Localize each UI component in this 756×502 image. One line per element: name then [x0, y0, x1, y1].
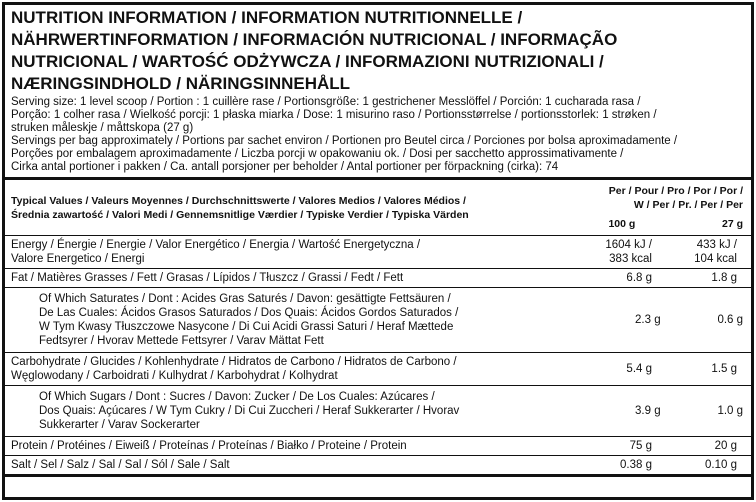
header-label-line: Typical Values / Valeurs Moyennes / Durc… — [11, 194, 466, 207]
value-serving: 433 kJ / 104 kcal — [652, 236, 745, 268]
title-line: NUTRICIONAL / WARTOŚĆ ODŻYWCZA / INFORMA… — [11, 52, 604, 71]
value-line: 2.3 g — [635, 314, 661, 326]
title-line: NUTRITION INFORMATION / INFORMATION NUTR… — [11, 8, 523, 27]
label-line: De Las Cuales: Ácidos Grasos Saturados /… — [39, 307, 459, 319]
header-cols: 100 g 27 g — [570, 212, 743, 233]
label-line: Of Which Sugars / Dont : Sucres / Davon:… — [39, 391, 435, 403]
value-serving: 1.5 g — [652, 353, 745, 385]
per-line: Per / Pour / Pro / Por / Por / — [608, 185, 743, 197]
value-line: 6.8 g — [626, 272, 652, 284]
header-per: Per / Pour / Pro / Por / Por / W / Per / … — [570, 180, 751, 235]
nutrient-row: Of Which Sugars / Dont : Sucres / Davon:… — [5, 385, 751, 436]
value-line: 0.38 g — [620, 459, 652, 471]
value-100g: 6.8 g — [572, 269, 652, 287]
value-serving: 20 g — [652, 437, 745, 455]
nutrient-row: Energy / Énergie / Energie / Valor Energ… — [5, 236, 751, 268]
value-line: 0.6 g — [717, 314, 744, 326]
header-label: Typical Values / Valeurs Moyennes / Durc… — [5, 180, 570, 235]
col-header: 100 g — [608, 218, 636, 230]
col-header: 27 g — [721, 218, 743, 230]
value-line: 104 kcal — [694, 253, 737, 265]
serving-line: Porção: 1 colher rasa / Wielkość porcji:… — [11, 109, 657, 121]
value-line: 75 g — [629, 440, 652, 452]
value-line: 383 kcal — [609, 253, 652, 265]
label-line: Salt / Sel / Salz / Sal / Sal / Sól / Sa… — [11, 459, 230, 471]
value-line: 0.10 g — [705, 459, 737, 471]
header-row: Typical Values / Valeurs Moyennes / Durc… — [5, 180, 751, 236]
label-line: Sukkerarter / Varav Sockerarter — [39, 419, 200, 431]
per-line: W / Per / Pr. / Per / Per — [633, 199, 743, 211]
nutrient-label: Of Which Saturates / Dont : Acides Gras … — [5, 288, 583, 352]
label-line: Fedtsyrer / Hvorav Mettede Fettsyrer / V… — [39, 335, 324, 347]
value-100g: 3.9 g — [583, 386, 661, 436]
nutrient-label: Of Which Sugars / Dont : Sucres / Davon:… — [5, 386, 583, 436]
nutrient-label: Carbohydrate / Glucides / Kohlenhydrate … — [5, 353, 572, 385]
serving-line: Serving size: 1 level scoop / Portion : … — [11, 96, 641, 108]
nutrient-label: Salt / Sel / Salz / Sal / Sal / Sól / Sa… — [5, 456, 572, 474]
nutrient-label: Protein / Protéines / Eiweiß / Proteínas… — [5, 437, 572, 455]
value-100g: 75 g — [572, 437, 652, 455]
header-label-line: Średnia zawartość / Valori Medi / Gennem… — [11, 208, 469, 221]
nutrient-label: Energy / Énergie / Energie / Valor Energ… — [5, 236, 572, 268]
value-line: 5.4 g — [626, 363, 652, 375]
value-serving: 0.10 g — [652, 456, 745, 474]
value-line: 1604 kJ / — [605, 239, 652, 251]
nutrient-row: Of Which Saturates / Dont : Acides Gras … — [5, 287, 751, 352]
value-line: 3.9 g — [635, 405, 661, 417]
rule — [5, 177, 751, 180]
title: NUTRITION INFORMATION / INFORMATION NUTR… — [5, 5, 751, 95]
label-line: Fat / Matières Grasses / Fett / Grasas /… — [11, 272, 404, 284]
value-line: 1.0 g — [717, 405, 744, 417]
nutrient-label: Fat / Matières Grasses / Fett / Grasas /… — [5, 269, 572, 287]
nutrition-table: Typical Values / Valeurs Moyennes / Durc… — [5, 180, 751, 474]
serving-line: struken måleskje / måttskopa (27 g) — [11, 122, 194, 134]
label-line: Węglowodany / Carboidrati / Kulhydrat / … — [11, 370, 338, 382]
value-line: 433 kJ / — [696, 239, 737, 251]
serving-line: Porções por embalagem aproximadamente / … — [11, 148, 624, 160]
value-line: 20 g — [714, 440, 737, 452]
serving-line: Servings per bag approximately / Portion… — [11, 135, 678, 147]
serving-info: Serving size: 1 level scoop / Portion : … — [5, 95, 751, 177]
label-line: W Tym Kwasy Tłuszczowe Nasycone / Di Cui… — [39, 321, 454, 333]
value-line: 1.8 g — [711, 272, 737, 284]
value-100g: 5.4 g — [572, 353, 652, 385]
label-line: Protein / Protéines / Eiweiß / Proteínas… — [11, 440, 407, 452]
value-serving: 1.0 g — [661, 386, 751, 436]
rule — [5, 474, 751, 477]
serving-line: Cirka antal portioner i pakken / Ca. ant… — [11, 161, 559, 173]
label-line: Valore Energetico / Energi — [11, 253, 145, 265]
nutrient-row: Carbohydrate / Glucides / Kohlenhydrate … — [5, 352, 751, 385]
label-line: Of Which Saturates / Dont : Acides Gras … — [39, 293, 451, 305]
value-100g: 0.38 g — [572, 456, 652, 474]
value-100g: 2.3 g — [583, 288, 661, 352]
nutrient-row: Fat / Matières Grasses / Fett / Grasas /… — [5, 268, 751, 287]
label-line: Dos Quais: Açúcares / W Tym Cukry / Di C… — [39, 405, 460, 417]
title-line: NÄHRWERTINFORMATION / INFORMACIÓN NUTRIC… — [11, 30, 618, 49]
label-line: Carbohydrate / Glucides / Kohlenhydrate … — [11, 356, 457, 368]
value-100g: 1604 kJ / 383 kcal — [572, 236, 652, 268]
value-serving: 1.8 g — [652, 269, 745, 287]
label-line: Energy / Énergie / Energie / Valor Energ… — [11, 239, 421, 251]
title-line: NÆRINGSINDHOLD / NÄRINGSINNEHÅLL — [11, 74, 351, 93]
value-serving: 0.6 g — [661, 288, 751, 352]
nutrient-row: Protein / Protéines / Eiweiß / Proteínas… — [5, 436, 751, 455]
nutrient-row: Salt / Sel / Salz / Sal / Sal / Sól / Sa… — [5, 455, 751, 474]
value-line: 1.5 g — [711, 363, 737, 375]
